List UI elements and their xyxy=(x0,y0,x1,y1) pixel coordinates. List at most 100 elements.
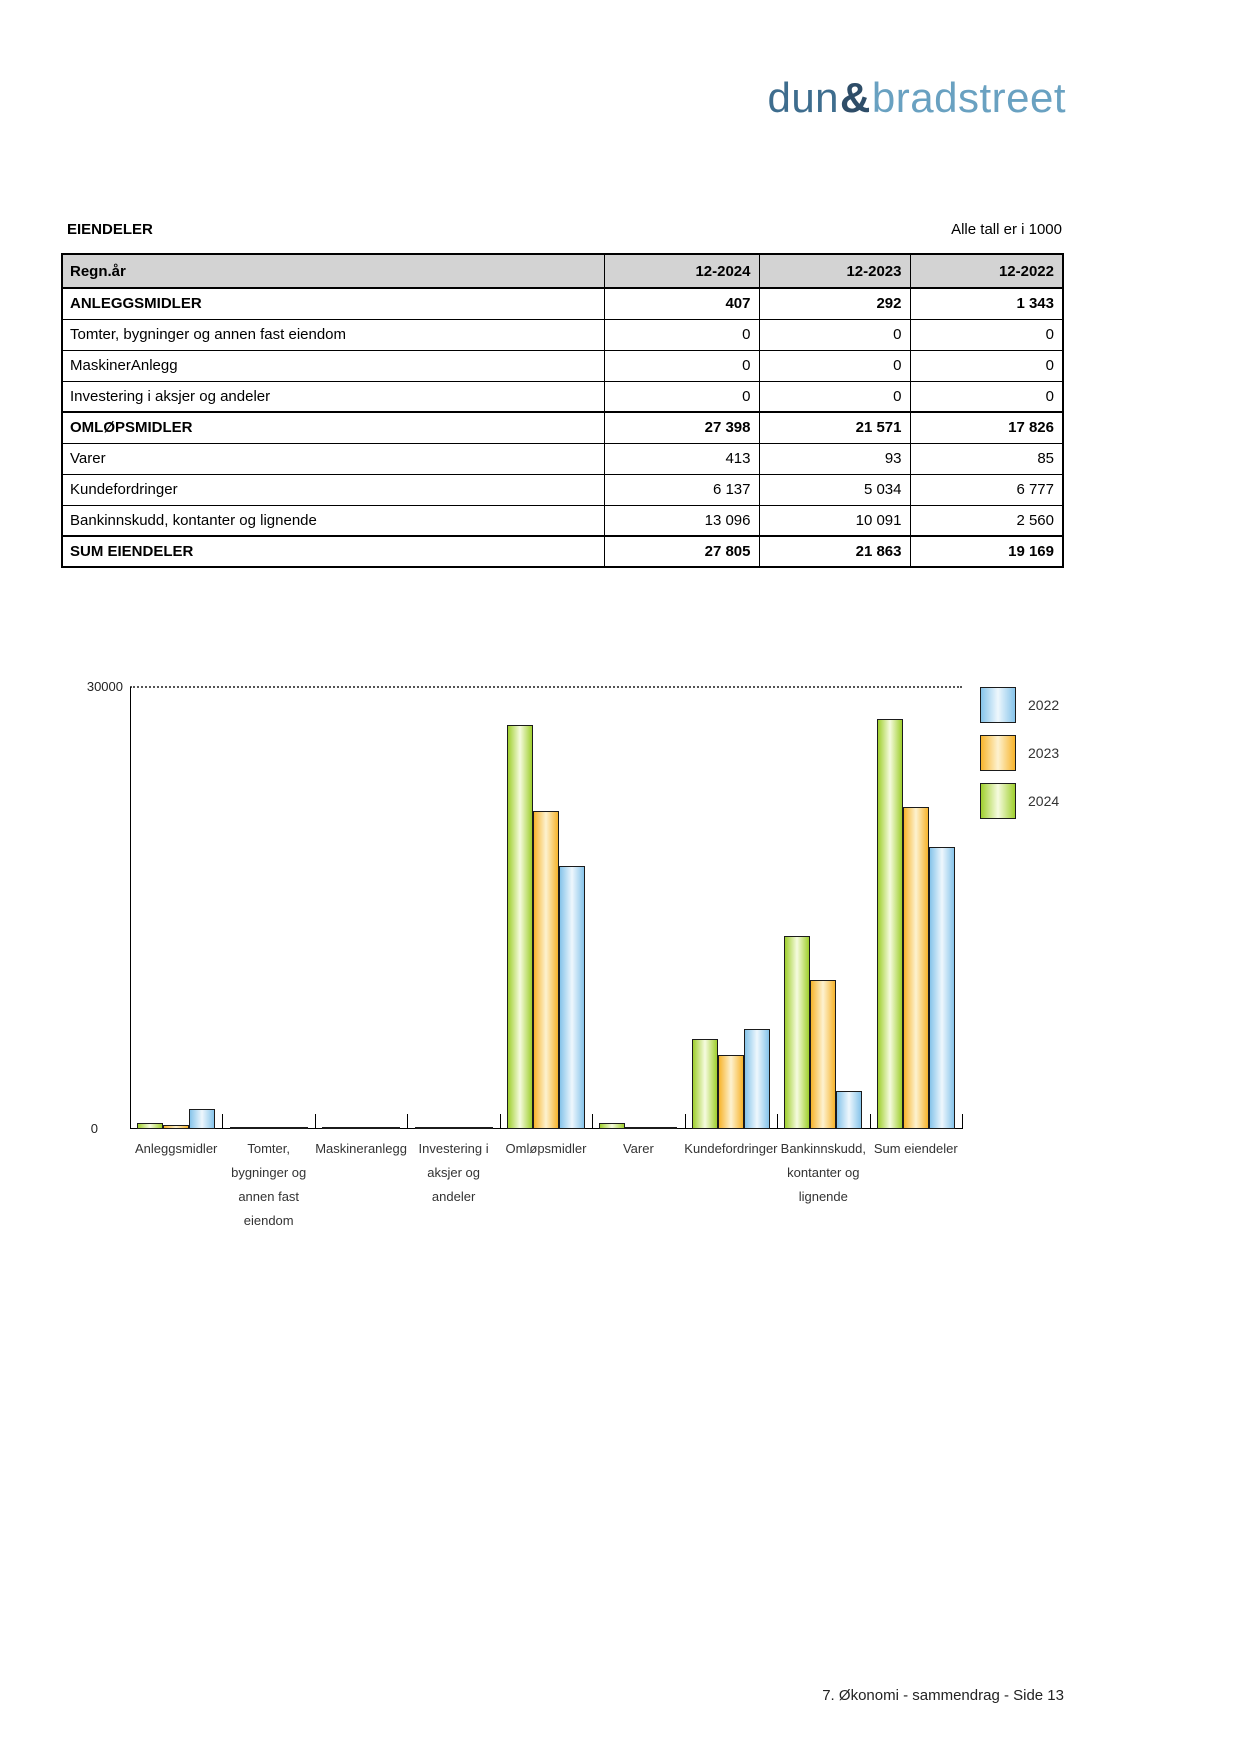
bar-2023-oml-psmidler xyxy=(533,811,559,1129)
table-row: MaskinerAnlegg 0 0 0 xyxy=(61,349,1064,382)
x-axis-label: Omløpsmidler xyxy=(505,1141,587,1156)
units-note: Alle tall er i 1000 xyxy=(951,221,1062,238)
assets-table-body: ANLEGGSMIDLER 407 292 1 343 Tomter, bygninge… xyxy=(61,287,1064,568)
x-axis-tick xyxy=(870,1114,871,1129)
table-row: Investering i aksjer og andeler 0 0 0 xyxy=(61,380,1064,413)
assets-table-head: Regn.år 12-2024 12-2023 12-2022 xyxy=(61,253,1064,289)
table-header-year: 12-2023 xyxy=(758,253,911,289)
row-label: Investering i aksjer og andeler xyxy=(61,380,605,413)
row-value: 85 xyxy=(909,442,1064,475)
table-row: Kundefordringer 6 137 5 034 6 777 xyxy=(61,473,1064,506)
row-value: 0 xyxy=(758,349,911,382)
table-row: ANLEGGSMIDLER 407 292 1 343 xyxy=(61,287,1064,320)
x-axis-tick xyxy=(315,1114,316,1129)
table-header-year: 12-2022 xyxy=(909,253,1064,289)
bar-2022-oml-psmidler xyxy=(559,866,585,1129)
bar-2023-varer xyxy=(625,1127,652,1129)
bar-2023-tomter-bygninger-og-annen-fast-eiendom xyxy=(255,1127,282,1129)
bar-2022-kundefordringer xyxy=(743,1029,770,1129)
row-label: Varer xyxy=(61,442,605,475)
legend-swatch-2022 xyxy=(980,687,1016,723)
row-value: 17 826 xyxy=(909,411,1064,444)
table-header-regnaar: Regn.år xyxy=(61,253,605,289)
bar-2023-sum-eiendeler xyxy=(902,807,929,1129)
y-axis-line xyxy=(130,687,131,1129)
row-value: 0 xyxy=(909,349,1064,382)
logo-ampersand-icon: & xyxy=(840,74,871,121)
row-value: 0 xyxy=(603,318,760,351)
row-label: SUM EIENDELER xyxy=(61,535,605,568)
assets-table: Regn.år 12-2024 12-2023 12-2022 ANLEGGSMIDL… xyxy=(61,253,1064,568)
bar-2024-maskineranlegg xyxy=(322,1127,349,1129)
row-value: 2 560 xyxy=(909,504,1064,537)
bar-2024-oml-psmidler xyxy=(507,725,533,1129)
row-value: 1 343 xyxy=(909,287,1064,320)
legend-label-2023: 2023 xyxy=(1028,745,1060,761)
x-axis-label: Investering i aksjer og andeler xyxy=(418,1141,489,1204)
row-value: 0 xyxy=(758,380,911,413)
bar-2022-sum-eiendeler xyxy=(928,847,955,1129)
row-value: 10 091 xyxy=(758,504,911,537)
row-label: Kundefordringer xyxy=(61,473,605,506)
row-label: Bankinnskudd, kontanter og lignende xyxy=(61,504,605,537)
table-row: SUM EIENDELER 27 805 21 863 19 169 xyxy=(61,535,1064,568)
x-axis-tick xyxy=(685,1114,686,1129)
table-header-year: 12-2024 xyxy=(603,253,760,289)
row-value: 27 398 xyxy=(603,411,760,444)
x-axis-tick xyxy=(407,1114,408,1129)
bar-2022-anleggsmidler xyxy=(189,1109,216,1129)
bar-2023-kundefordringer xyxy=(717,1055,744,1129)
bar-2022-maskineranlegg xyxy=(374,1127,401,1129)
row-value: 27 805 xyxy=(603,535,760,568)
x-axis-label: Tomter, bygninger og annen fast eiendom xyxy=(231,1141,307,1228)
row-value: 13 096 xyxy=(603,504,760,537)
x-axis-label: Varer xyxy=(622,1141,654,1156)
bar-2022-bankinnskudd-kontanter-og-lignende xyxy=(836,1091,863,1129)
bar-2023-bankinnskudd-kontanter-og-lignende xyxy=(810,980,837,1129)
row-value: 407 xyxy=(603,287,760,320)
bar-2024-varer xyxy=(599,1123,626,1129)
row-value: 6 777 xyxy=(909,473,1064,506)
row-value: 6 137 xyxy=(603,473,760,506)
bar-2023-maskineranlegg xyxy=(348,1127,375,1129)
row-value: 413 xyxy=(603,442,760,475)
table-row: Bankinnskudd, kontanter og lignende 13 09… xyxy=(61,504,1064,537)
bar-2022-investering-i-aksjer-og-andeler xyxy=(466,1127,493,1129)
table-header-row: Regn.år 12-2024 12-2023 12-2022 xyxy=(61,253,1064,289)
legend-swatch-2023 xyxy=(980,735,1016,771)
section-title: EIENDELER xyxy=(67,221,153,238)
row-value: 0 xyxy=(603,349,760,382)
logo-text-bradstreet: bradstreet xyxy=(871,74,1066,121)
x-axis-tick xyxy=(777,1114,778,1129)
bar-2022-varer xyxy=(651,1127,678,1129)
bar-2024-bankinnskudd-kontanter-og-lignende xyxy=(784,936,811,1129)
row-value: 5 034 xyxy=(758,473,911,506)
x-axis-label: Kundefordringer xyxy=(684,1141,778,1156)
row-value: 292 xyxy=(758,287,911,320)
gridline-30000 xyxy=(130,686,962,688)
table-row: OMLØPSMIDLER 27 398 21 571 17 826 xyxy=(61,411,1064,444)
y-axis-tick-30000: 30000 xyxy=(86,679,123,694)
row-label: ANLEGGSMIDLER xyxy=(61,287,605,320)
x-axis-label: Maskineranlegg xyxy=(315,1141,407,1156)
legend-label-2022: 2022 xyxy=(1028,697,1060,713)
dun-bradstreet-logo: dun&bradstreet xyxy=(767,74,1066,122)
legend-swatch-2024 xyxy=(980,783,1016,819)
legend-label-2024: 2024 xyxy=(1028,793,1060,809)
bar-2023-investering-i-aksjer-og-andeler xyxy=(440,1127,467,1129)
row-value: 0 xyxy=(758,318,911,351)
x-axis-label: Bankinnskudd, kontanter og lignende xyxy=(780,1141,866,1204)
x-axis-tick xyxy=(592,1114,593,1129)
x-axis-tick xyxy=(222,1114,223,1129)
row-value: 93 xyxy=(758,442,911,475)
bar-2024-kundefordringer xyxy=(691,1039,718,1129)
table-row: Tomter, bygninger og annen fast eiendom 0… xyxy=(61,318,1064,351)
y-axis-tick-0: 0 xyxy=(90,1121,98,1136)
x-axis-tick xyxy=(962,1114,963,1129)
bar-2024-tomter-bygninger-og-annen-fast-eiendom xyxy=(229,1127,256,1129)
x-axis-tick xyxy=(500,1114,501,1129)
row-label: OMLØPSMIDLER xyxy=(61,411,605,444)
table-row: Varer 413 93 85 xyxy=(61,442,1064,475)
bar-2022-tomter-bygninger-og-annen-fast-eiendom xyxy=(281,1127,308,1129)
